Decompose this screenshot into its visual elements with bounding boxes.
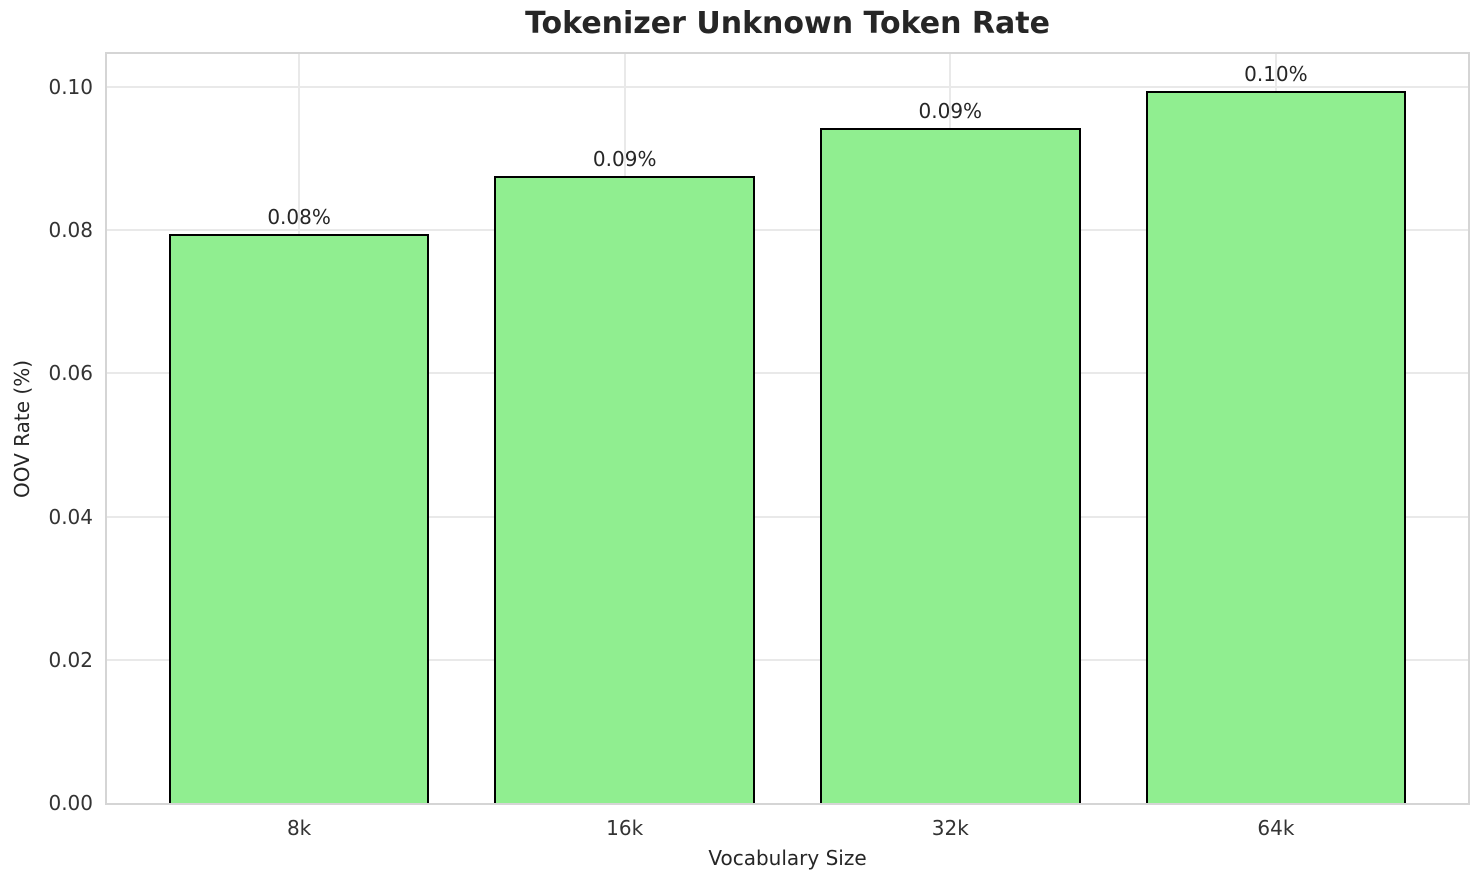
y-tick-label: 0.10 [48, 74, 93, 99]
gridline-horizontal [107, 229, 1468, 232]
bar-8k [168, 233, 430, 803]
bar-16k [494, 176, 755, 803]
gridline-horizontal [107, 515, 1468, 518]
gridline-horizontal [107, 658, 1468, 661]
chart-title: Tokenizer Unknown Token Rate [525, 6, 1050, 41]
y-tick-label: 0.06 [48, 361, 93, 386]
x-tick-label: 32k [931, 816, 969, 840]
x-tick-label: 16k [606, 816, 644, 840]
y-tick-label: 0.04 [48, 504, 93, 529]
bar-32k [820, 127, 1081, 803]
y-tick-label: 0.08 [48, 218, 93, 243]
gridline-horizontal [107, 85, 1468, 88]
bar-64k [1145, 90, 1407, 803]
bar-value-label: 0.09% [592, 147, 657, 172]
y-tick-label: 0.02 [48, 647, 93, 672]
bar-value-label: 0.10% [1244, 61, 1308, 86]
gridline-horizontal [107, 372, 1468, 375]
bar-value-label: 0.08% [267, 204, 331, 229]
x-tick-label: 64k [1257, 816, 1295, 840]
y-tick-label: 0.00 [48, 791, 93, 815]
bar-value-label: 0.09% [918, 98, 983, 123]
x-axis-label: Vocabulary Size [708, 846, 867, 870]
x-tick-label: 8k [286, 816, 312, 840]
plot-area: 0.08% 0.09% 0.09% 0.10% [105, 52, 1470, 805]
